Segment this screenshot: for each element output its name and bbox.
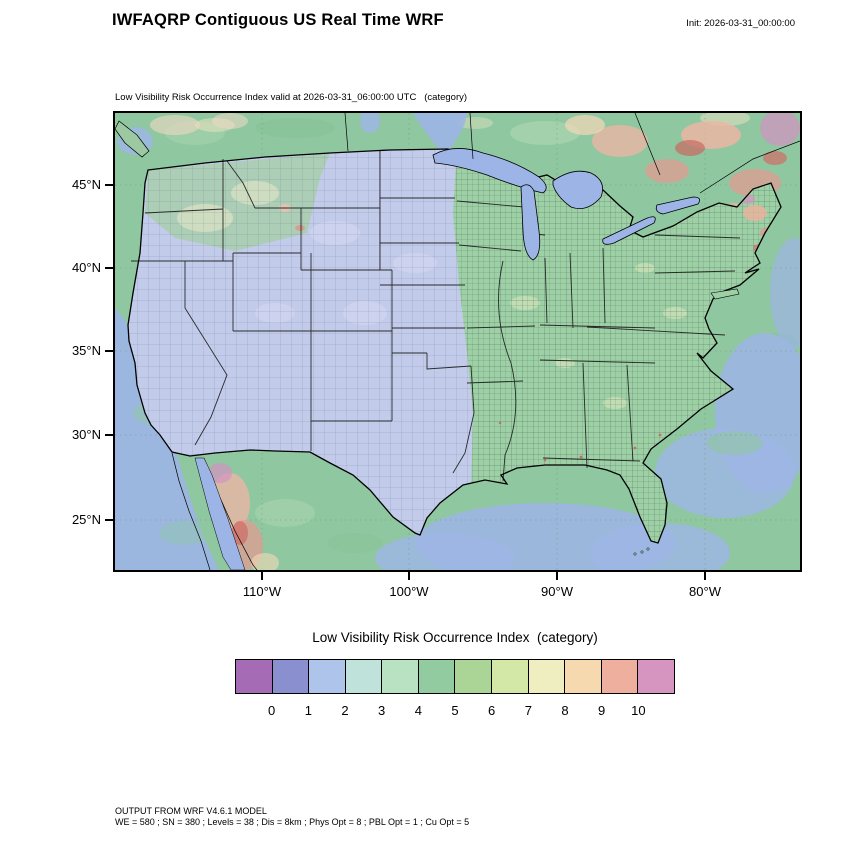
florida-keys: [633, 547, 650, 556]
footer-config-line: WE = 580 ; SN = 380 ; Levels = 38 ; Dis …: [115, 817, 470, 827]
y-axis-label-40n: 40°N: [71, 260, 101, 275]
x-axis-label-110w: 110°W: [242, 584, 282, 599]
vancouver-island: [115, 120, 150, 158]
y-axis-tick: [105, 350, 113, 352]
colorbar-cell-1: [271, 659, 310, 694]
x-axis-tick: [556, 572, 558, 580]
map-frame: [113, 111, 802, 572]
lake-michigan: [520, 184, 541, 261]
y-axis-label-45n: 45°N: [71, 177, 101, 192]
colorbar-tick-label-10: 10: [631, 703, 646, 718]
x-axis-label-90w: 90°W: [541, 584, 573, 599]
colorbar-cell-0: [235, 659, 273, 694]
colorbar-cell-4: [381, 659, 419, 694]
colorbar-tick-label-4: 4: [414, 703, 422, 718]
y-axis-label-25n: 25°N: [71, 512, 101, 527]
colorbar-cell-5: [417, 659, 456, 694]
x-axis-tick: [704, 572, 706, 580]
colorbar-tick-label-5: 5: [451, 703, 459, 718]
colorbar-cell-7: [491, 659, 529, 694]
footer-model-line: OUTPUT FROM WRF V4.6.1 MODEL: [115, 806, 267, 816]
y-axis-tick: [105, 519, 113, 521]
x-axis-label-100w: 100°W: [389, 584, 429, 599]
lake-superior: [432, 148, 547, 194]
x-axis-tick: [261, 572, 263, 580]
colorbar-tick-label-2: 2: [341, 703, 349, 718]
colorbar: [235, 659, 675, 694]
colorbar-cell-10: [600, 659, 639, 694]
long-island: [710, 288, 740, 300]
us-outline: [127, 148, 782, 544]
y-axis-label-30n: 30°N: [71, 427, 101, 442]
lake-ontario: [655, 196, 701, 215]
colorbar-cell-8: [527, 659, 566, 694]
colorbar-cell-6: [454, 659, 493, 694]
y-axis-tick: [105, 434, 113, 436]
colorbar-tick-label-7: 7: [524, 703, 532, 718]
state-borders: [131, 151, 741, 482]
y-axis-tick: [105, 267, 113, 269]
colorbar-cell-9: [564, 659, 602, 694]
map-subtitle: Low Visibility Risk Occurrence Index val…: [115, 92, 468, 103]
y-axis-label-35n: 35°N: [71, 343, 101, 358]
x-axis-tick: [408, 572, 410, 580]
canada-risk-patches: [150, 113, 800, 223]
x-axis-label-80w: 80°W: [689, 584, 721, 599]
init-timestamp: Init: 2026-03-31_00:00:00: [686, 18, 795, 29]
great-lakes: [432, 148, 701, 261]
colorbar-labels: 0 1 2 3 4 5 6 7 8 9 10: [235, 703, 675, 719]
legend-title: Low Visibility Risk Occurrence Index (ca…: [312, 630, 598, 645]
lake-huron: [552, 170, 604, 210]
lake-erie: [602, 216, 656, 245]
colorbar-cell-3: [344, 659, 383, 694]
hudson-bay: [413, 113, 467, 155]
gulf-of-california: [194, 457, 246, 570]
conus-map: [115, 113, 800, 570]
colorbar-tick-label-1: 1: [304, 703, 312, 718]
colorbar-cell-2: [308, 659, 346, 694]
colorbar-tick-label-0: 0: [268, 703, 276, 718]
colorbar-tick-label-8: 8: [561, 703, 569, 718]
colorbar-tick-label-9: 9: [598, 703, 606, 718]
y-axis-tick: [105, 184, 113, 186]
page-title: IWFAQRP Contiguous US Real Time WRF: [112, 11, 444, 29]
colorbar-tick-label-6: 6: [488, 703, 496, 718]
colorbar-cell-11: [637, 659, 675, 694]
colorbar-tick-label-3: 3: [378, 703, 386, 718]
